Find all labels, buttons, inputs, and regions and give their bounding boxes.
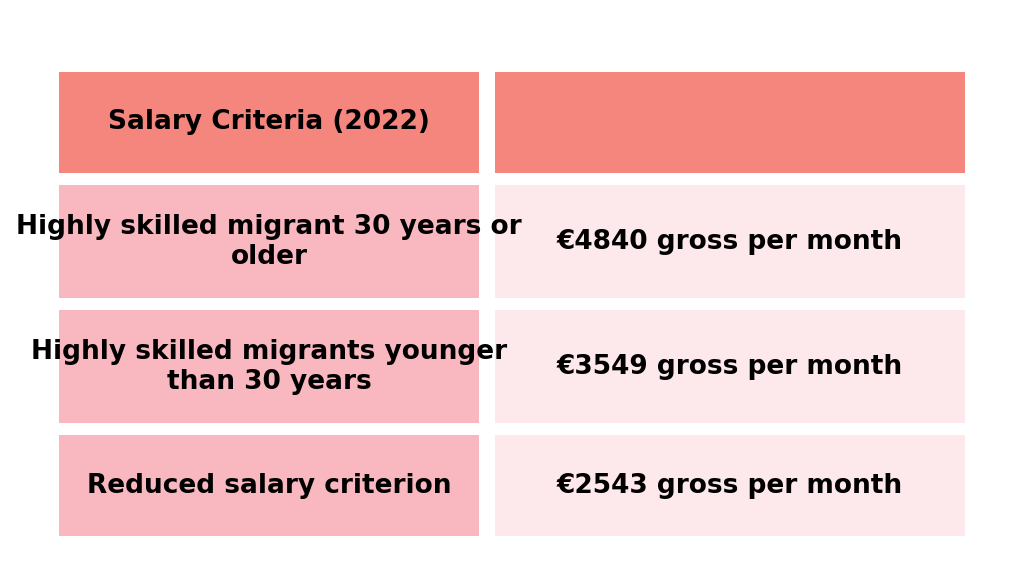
Bar [495,310,965,423]
Bar [59,310,479,423]
Bar [59,435,479,536]
Text: Highly skilled migrants younger
than 30 years: Highly skilled migrants younger than 30 … [32,339,507,395]
Text: Salary Criteria (2022): Salary Criteria (2022) [109,109,430,135]
Text: €3549 gross per month: €3549 gross per month [556,354,903,380]
Bar [495,185,965,298]
Bar [59,72,479,173]
Bar [59,185,479,298]
Bar [495,435,965,536]
Text: Highly skilled migrant 30 years or
older: Highly skilled migrant 30 years or older [16,214,522,270]
Bar [495,72,965,173]
Text: €2543 gross per month: €2543 gross per month [556,473,903,499]
Text: €4840 gross per month: €4840 gross per month [557,229,902,255]
Text: Reduced salary criterion: Reduced salary criterion [87,473,452,499]
